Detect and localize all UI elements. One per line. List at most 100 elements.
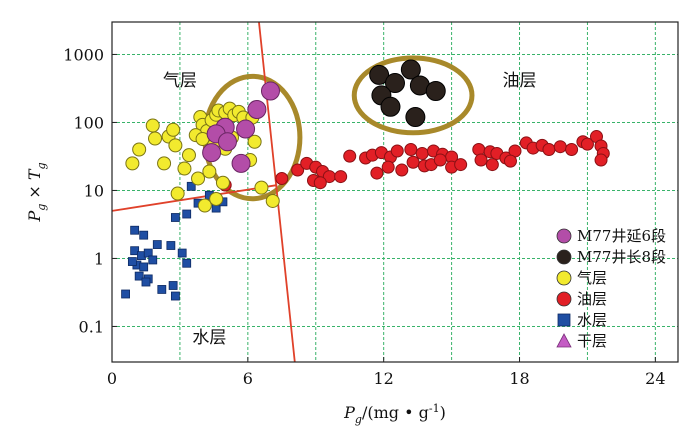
- y-axis-title: Pg × Tg: [25, 162, 48, 222]
- data-point-water: [127, 257, 137, 266]
- y-tick-label: 1: [94, 249, 104, 268]
- data-point-gas: [181, 148, 196, 163]
- legend-marker-circle: [556, 270, 572, 286]
- data-point-oil: [275, 171, 289, 185]
- x-axis-title: Pg/(mg • g-1): [343, 402, 446, 426]
- data-point-water: [177, 248, 187, 258]
- highlight-ellipse: [351, 55, 475, 136]
- data-point-oil: [503, 154, 517, 168]
- data-point-gas: [191, 171, 206, 186]
- data-point-water: [121, 289, 130, 299]
- data-point-oil: [454, 158, 468, 172]
- data-point-oil: [472, 143, 486, 157]
- legend-marker-circle: [556, 249, 572, 265]
- data-point-oil: [395, 163, 409, 177]
- data-point-oil: [343, 149, 357, 163]
- y-tick-label: 10: [84, 181, 104, 200]
- data-point-m77-yan6: [260, 81, 280, 101]
- data-point-m77-chang8: [400, 59, 421, 80]
- legend-label: 水层: [577, 311, 607, 329]
- x-axis-title-sub: g: [355, 413, 362, 426]
- data-point-gas: [157, 156, 172, 171]
- data-point-oil: [406, 155, 420, 169]
- data-point-oil: [433, 153, 447, 167]
- data-point-m77-chang8: [380, 96, 401, 117]
- data-point-oil: [580, 137, 594, 151]
- data-point-water: [170, 291, 180, 301]
- x-tick-label: 24: [645, 369, 665, 388]
- data-point-water: [148, 255, 158, 265]
- data-point-water: [168, 281, 178, 290]
- data-point-gas: [170, 186, 185, 201]
- data-point-water: [130, 246, 140, 256]
- region-label: 水层: [192, 328, 226, 348]
- y-axis-title-t-sub: g: [35, 162, 48, 169]
- data-point-oil: [594, 153, 608, 167]
- data-point-water: [182, 209, 192, 219]
- data-point-m77-chang8: [425, 81, 446, 102]
- x-axis-title-sup: -1: [429, 402, 440, 415]
- data-point-oil: [565, 143, 579, 157]
- data-point-water: [152, 240, 162, 249]
- data-point-water: [143, 248, 153, 258]
- data-point-gas: [209, 191, 224, 206]
- data-point-oil: [313, 176, 327, 190]
- data-point-oil: [542, 143, 556, 157]
- y-axis-title-p-sub: g: [35, 204, 48, 211]
- data-point-m77-chang8: [405, 107, 426, 128]
- data-point-water: [139, 262, 149, 272]
- data-point-water: [141, 277, 151, 287]
- data-point-gas: [168, 138, 183, 153]
- data-point-oil: [334, 170, 348, 184]
- data-point-gas: [265, 193, 280, 208]
- region-label: 油层: [503, 71, 537, 91]
- region-label: 气层: [163, 71, 197, 91]
- data-point-m77-yan6: [217, 132, 237, 152]
- data-point-oil: [485, 158, 499, 172]
- legend-label: M77井延6段: [577, 227, 666, 245]
- data-point-m77-yan6: [247, 100, 267, 120]
- data-point-gas: [177, 161, 192, 176]
- x-tick-label: 12: [374, 369, 394, 388]
- plot-frame: [111, 21, 679, 363]
- legend-marker-circle: [556, 291, 572, 307]
- boundary-line: [112, 184, 278, 212]
- data-point-m77-yan6: [236, 119, 256, 139]
- data-point-oil: [474, 153, 488, 167]
- data-point-oil: [390, 144, 404, 158]
- y-tick-label: 100: [73, 113, 104, 132]
- y-axis-title-p: P: [25, 211, 44, 223]
- data-point-water: [134, 271, 144, 281]
- data-point-water: [157, 285, 167, 294]
- x-axis-title-close: ): [440, 403, 446, 422]
- data-point-gas: [215, 175, 230, 190]
- x-tick-label: 0: [107, 369, 117, 388]
- data-point-water: [170, 213, 180, 222]
- data-point-m77-yan6: [231, 153, 251, 173]
- data-point-oil: [381, 160, 395, 174]
- y-axis-title-times: ×: [25, 180, 44, 204]
- data-point-gas: [197, 198, 212, 213]
- data-point-gas: [254, 180, 269, 195]
- legend-marker-triangle: [556, 333, 572, 348]
- data-point-oil: [370, 166, 384, 180]
- legend-label: 油层: [577, 290, 607, 308]
- x-axis-title-main: P: [343, 403, 355, 422]
- data-point-gas: [132, 142, 147, 157]
- data-point-m77-yan6: [202, 143, 222, 163]
- data-point-gas: [247, 134, 262, 149]
- legend-label: 干层: [577, 332, 607, 350]
- legend-label: 气层: [577, 269, 607, 287]
- data-point-oil: [404, 143, 418, 157]
- data-point-gas: [202, 164, 217, 179]
- data-point-gas: [148, 131, 163, 146]
- legend-marker-square: [557, 313, 571, 327]
- data-point-water: [139, 230, 149, 240]
- data-point-water: [130, 225, 140, 235]
- data-point-gas: [166, 122, 181, 137]
- data-point-water: [186, 181, 196, 191]
- data-point-gas: [125, 156, 140, 171]
- x-tick-label: 6: [243, 369, 253, 388]
